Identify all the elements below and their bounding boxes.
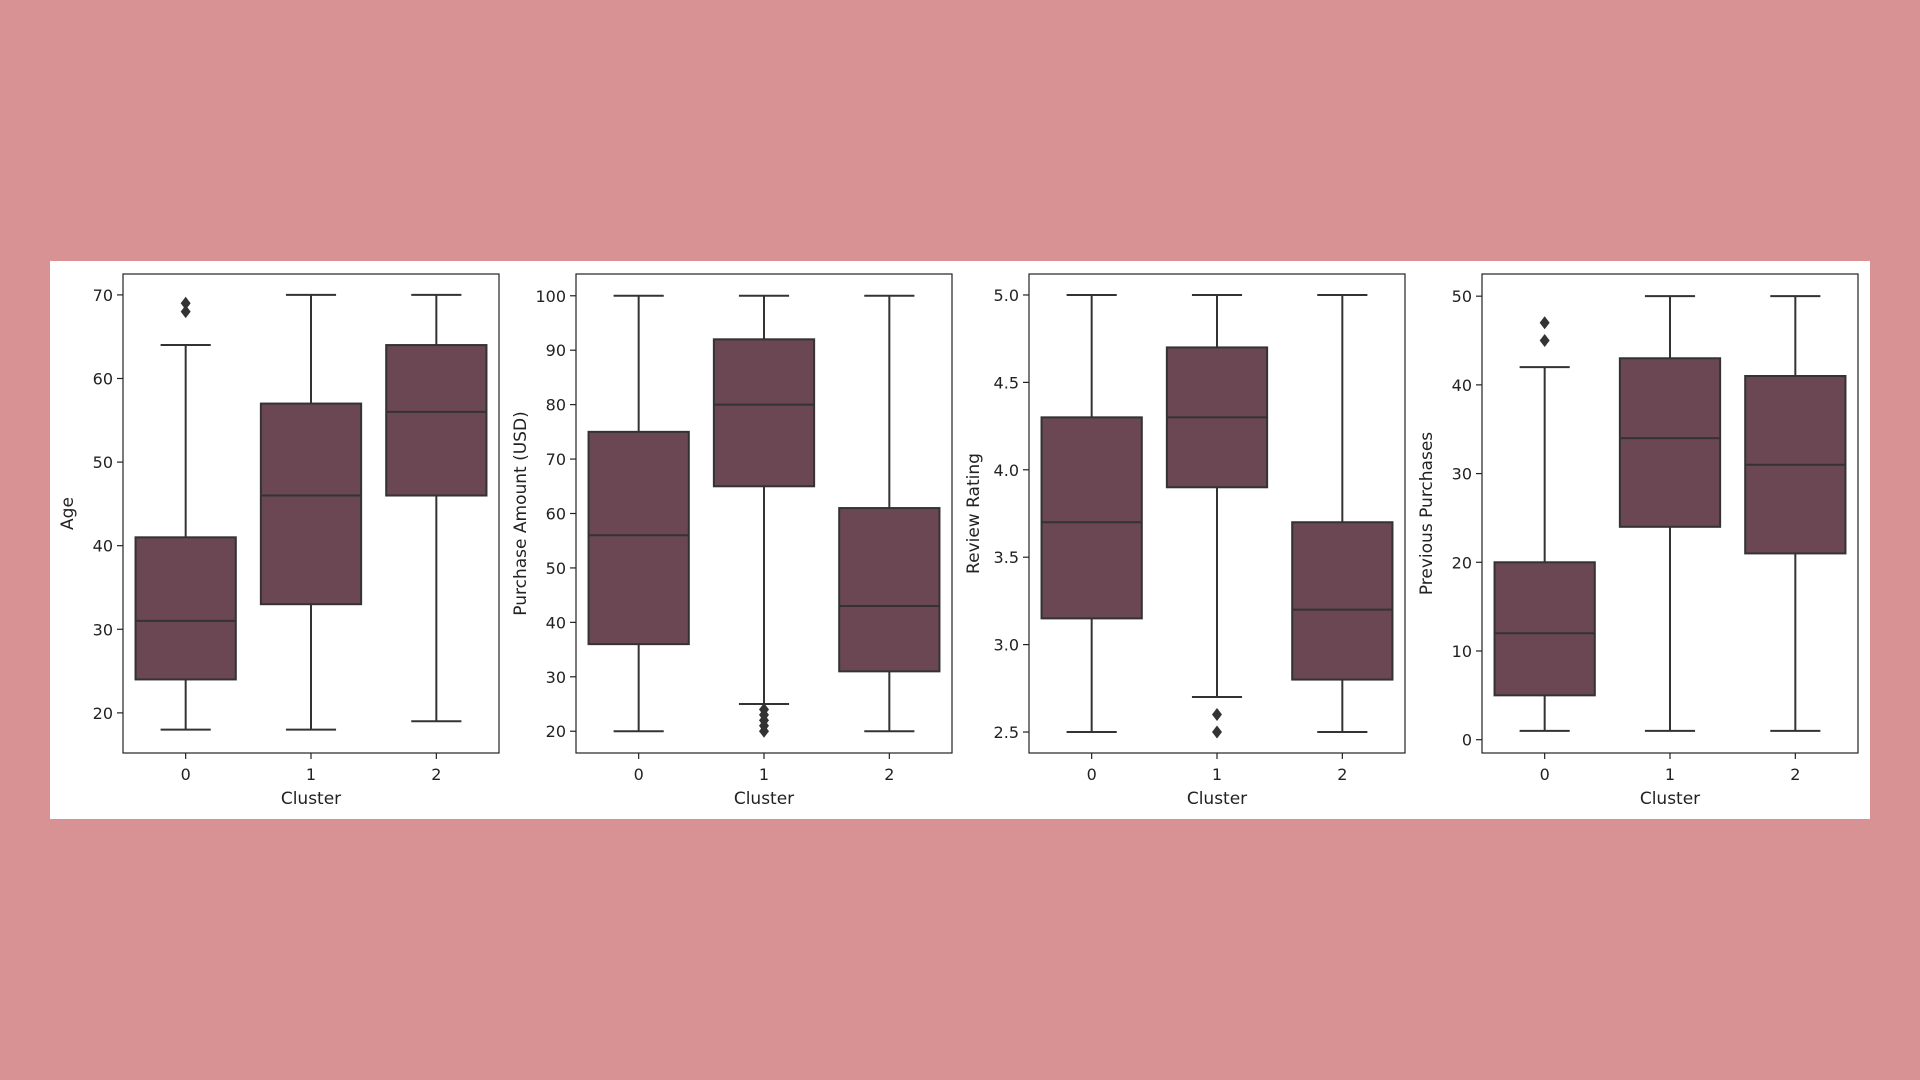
y-axis-label-2: Review Rating: [964, 453, 984, 574]
y-axis-label-0: Age: [58, 497, 78, 530]
y-axis-label-3: Previous Purchases: [1417, 432, 1437, 595]
ytick-label-0-5: 70: [93, 286, 113, 305]
ytick-label-3-2: 20: [1452, 553, 1472, 572]
xtick-label-3-2: 2: [1790, 765, 1800, 784]
xtick-label-3-0: 0: [1540, 765, 1550, 784]
ytick-label-1-2: 40: [546, 613, 566, 632]
ytick-label-1-6: 80: [546, 396, 566, 415]
ytick-label-2-3: 4.0: [994, 461, 1019, 480]
xtick-label-2-1: 1: [1212, 765, 1222, 784]
xtick-label-1-1: 1: [759, 765, 769, 784]
xtick-label-1-0: 0: [634, 765, 644, 784]
ytick-label-1-5: 70: [546, 450, 566, 469]
xtick-label-1-2: 2: [884, 765, 894, 784]
xtick-label-3-1: 1: [1665, 765, 1675, 784]
box-3-0: [1493, 561, 1596, 697]
box-2-0: [1040, 416, 1143, 620]
box-1-0: [587, 430, 690, 646]
ytick-label-2-4: 4.5: [994, 373, 1019, 392]
ytick-label-1-3: 50: [546, 559, 566, 578]
ytick-label-0-3: 50: [93, 453, 113, 472]
xtick-label-2-0: 0: [1087, 765, 1097, 784]
ytick-label-0-1: 30: [93, 620, 113, 639]
xtick-label-0-2: 2: [431, 765, 441, 784]
box-0-2: [385, 344, 488, 497]
box-0-0: [134, 536, 237, 681]
ytick-label-3-0: 0: [1462, 731, 1472, 750]
y-axis-label-1: Purchase Amount (USD): [511, 411, 531, 615]
ytick-label-2-2: 3.5: [994, 548, 1019, 567]
ytick-label-1-8: 100: [535, 287, 566, 306]
ytick-label-2-1: 3.0: [994, 636, 1019, 655]
ytick-label-3-1: 10: [1452, 642, 1472, 661]
ytick-label-1-1: 30: [546, 668, 566, 687]
ytick-label-2-5: 5.0: [994, 286, 1019, 305]
ytick-label-1-7: 90: [546, 341, 566, 360]
ytick-label-3-4: 40: [1452, 376, 1472, 395]
figure-panel: 20 30 40 50 60 70 0 1 2 Cluster Age 20 30 40 50 60 70 80 9…: [50, 261, 1870, 819]
outlier-0-0-0: [180, 305, 191, 319]
x-axis-label-3: Cluster: [1640, 789, 1700, 809]
box-0-1: [259, 402, 363, 606]
box-3-1: [1618, 357, 1722, 528]
xtick-label-2-2: 2: [1337, 765, 1347, 784]
ytick-label-3-3: 30: [1452, 465, 1472, 484]
outlier-0-0-1: [180, 296, 191, 310]
box-1-1: [712, 338, 816, 488]
ytick-label-0-4: 60: [93, 369, 113, 388]
xtick-label-0-1: 1: [306, 765, 316, 784]
outlier-3-0-0: [1539, 334, 1550, 348]
x-axis-label-0: Cluster: [281, 789, 341, 809]
ytick-label-0-2: 40: [93, 537, 113, 556]
ytick-label-2-0: 2.5: [994, 723, 1019, 742]
ytick-label-1-0: 20: [546, 722, 566, 741]
ytick-label-3-5: 50: [1452, 287, 1472, 306]
box-1-2: [838, 507, 941, 673]
ytick-label-0-0: 20: [93, 704, 113, 723]
outlier-3-0-1: [1539, 316, 1550, 330]
x-axis-label-2: Cluster: [1187, 789, 1247, 809]
ytick-label-1-4: 60: [546, 505, 566, 524]
outlier-2-1-0: [1212, 725, 1222, 739]
xtick-label-0-0: 0: [181, 765, 191, 784]
x-axis-label-1: Cluster: [734, 789, 794, 809]
outlier-1-1-4: [759, 702, 769, 716]
box-2-2: [1291, 521, 1394, 681]
outlier-2-1-1: [1212, 708, 1222, 722]
